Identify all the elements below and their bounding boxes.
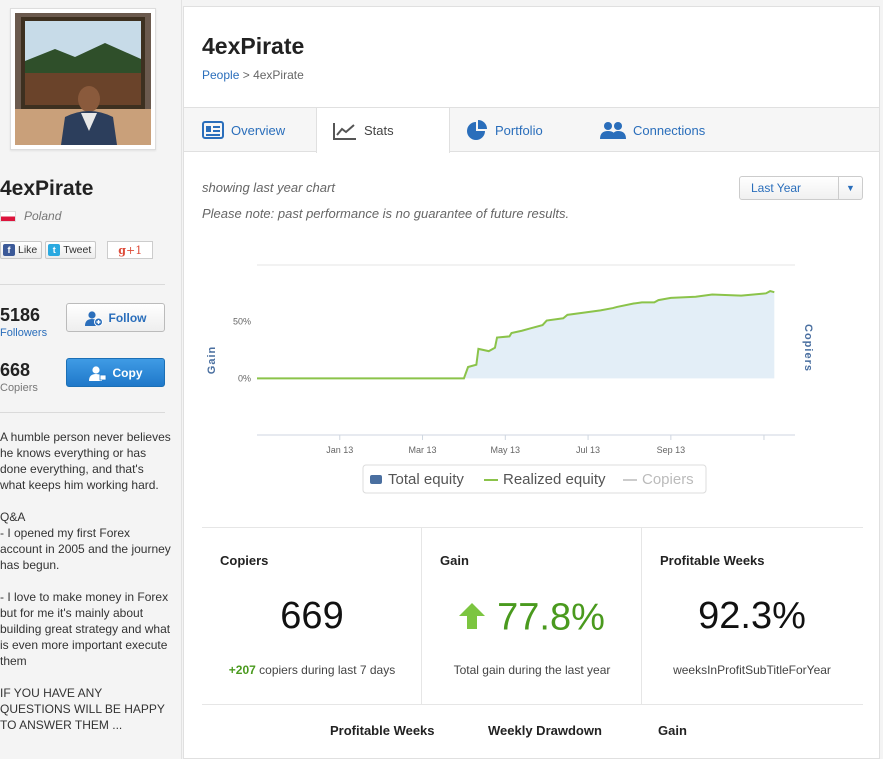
legend-realized-equity[interactable]: Realized equity: [503, 471, 606, 488]
tab-connections-label: Connections: [633, 122, 706, 138]
profitable-weeks-value: 92.3%: [698, 595, 806, 637]
google-plus-icon: g: [118, 243, 126, 257]
bio-paragraph: - I love to make money in Forex but for …: [0, 590, 171, 668]
divider: [421, 528, 422, 704]
copiers-summary-subtitle: +207 copiers during last 7 days: [202, 663, 422, 677]
copiers-summary-value: 669: [280, 595, 344, 637]
period-select[interactable]: Last Year ▼: [739, 176, 863, 200]
tab-portfolio-label: Portfolio: [495, 122, 543, 138]
bio-paragraph: Q&A - I opened my first Forex account in…: [0, 510, 171, 572]
legend-total-equity-swatch: [370, 475, 382, 484]
breadcrumb: People > 4exPirate: [202, 68, 304, 82]
profile-country: Poland: [0, 209, 61, 223]
tab-stats[interactable]: Stats: [316, 107, 450, 153]
copiers-count: 668: [0, 360, 31, 380]
profile-username: 4exPirate: [0, 177, 94, 200]
facebook-icon: f: [3, 244, 15, 256]
copiers-summary-heading: Copiers: [220, 553, 269, 568]
copiers-increase-text: copiers during last 7 days: [255, 663, 396, 677]
twitter-icon: t: [48, 244, 61, 256]
social-buttons: f Like t Tweet g +1: [0, 241, 154, 259]
tab-overview[interactable]: Overview: [202, 108, 285, 152]
x-tick-label: Sep 13: [657, 445, 686, 455]
pie-chart-icon: [466, 120, 488, 140]
users-icon: [600, 121, 626, 139]
copiers-summary: Copiers 669 +207 copiers during last 7 d…: [202, 528, 422, 704]
x-tick-label: Mar 13: [409, 445, 437, 455]
profitable-weeks-summary: Profitable Weeks 92.3% weeksInProfitSubT…: [642, 528, 862, 704]
realized-equity-area: [257, 291, 775, 379]
profile-bio: A humble person never believes he knows …: [0, 429, 172, 749]
tab-connections[interactable]: Connections: [600, 108, 705, 152]
copiers-increase: +207: [228, 663, 256, 677]
divider: [0, 284, 165, 285]
tab-overview-label: Overview: [231, 122, 286, 138]
x-tick-label: Jan 13: [326, 445, 353, 455]
chart-line-icon: [333, 122, 357, 140]
profile-sidebar: 4exPirate Poland f Like t Tweet g +1 518…: [0, 0, 182, 759]
chevron-down-icon[interactable]: ▼: [838, 177, 862, 199]
realized-equity-line: [257, 289, 775, 380]
followers-count: 5186: [0, 305, 41, 325]
facebook-like-label: Like: [18, 244, 38, 256]
y-tick-label: 0%: [238, 373, 251, 383]
chart-y-axis-label: Gain: [206, 346, 218, 374]
follow-button[interactable]: Follow: [66, 303, 165, 332]
chart-legend: Total equity Realized equity Copiers: [362, 464, 707, 494]
divider: [0, 412, 165, 413]
gain-summary-heading: Gain: [440, 553, 469, 568]
google-plus-label: +1: [125, 243, 143, 257]
gain-section-heading: Gain: [658, 723, 687, 738]
profitable-weeks-heading: Profitable Weeks: [660, 553, 765, 568]
divider: [202, 704, 863, 705]
legend-copiers[interactable]: Copiers: [642, 471, 694, 488]
gain-summary-value-wrap: 77.8%: [422, 595, 642, 639]
main-panel: 4exPirate People > 4exPirate Overview St…: [183, 6, 880, 759]
copy-label: Copy: [112, 365, 143, 380]
copy-button[interactable]: Copy: [66, 358, 165, 387]
y-tick-label: 50%: [233, 317, 251, 327]
copiers-label: Copiers: [0, 382, 38, 394]
tweet-button[interactable]: t Tweet: [45, 241, 97, 259]
copy-user-icon: [88, 365, 107, 381]
add-user-icon: [84, 310, 103, 326]
divider: [202, 527, 863, 528]
chart-period-description: showing last year chart: [202, 180, 335, 195]
breadcrumb-separator: >: [239, 68, 254, 82]
tweet-label: Tweet: [63, 244, 92, 256]
avatar[interactable]: [10, 8, 156, 150]
bio-paragraph: A humble person never believes he knows …: [0, 430, 171, 492]
arrow-up-icon: [459, 596, 486, 639]
x-tick-label: Jul 13: [576, 445, 600, 455]
legend-total-equity[interactable]: Total equity: [388, 471, 464, 488]
profitable-weeks-section-heading: Profitable Weeks: [330, 723, 435, 738]
country-name: Poland: [24, 209, 62, 223]
avatar-photo: [15, 13, 151, 145]
profitable-weeks-subtitle: weeksInProfitSubTitleForYear: [673, 663, 831, 677]
google-plus-button[interactable]: g +1: [107, 241, 154, 259]
x-tick-label: May 13: [491, 445, 521, 455]
chart-secondary-axis-label: Copiers: [802, 324, 814, 372]
followers-label[interactable]: Followers: [0, 327, 48, 339]
breadcrumb-people-link[interactable]: People: [202, 68, 240, 82]
period-select-value: Last Year: [751, 181, 802, 195]
facebook-like-button[interactable]: f Like: [0, 241, 43, 259]
gain-summary-value: 77.8%: [497, 596, 605, 639]
tab-stats-label: Stats: [364, 123, 394, 138]
page-title: 4exPirate: [202, 33, 305, 59]
profile-tabs: Overview Stats Portfolio Connections: [184, 107, 879, 153]
breadcrumb-current: 4exPirate: [253, 68, 304, 82]
divider: [641, 528, 642, 704]
gain-summary: Gain 77.8% Total gain during the last ye…: [422, 528, 642, 704]
bio-paragraph: IF YOU HAVE ANY QUESTIONS WILL BE HAPPY …: [0, 686, 165, 732]
overview-icon: [202, 121, 224, 139]
poland-flag-icon: [0, 210, 16, 222]
follow-label: Follow: [108, 310, 147, 325]
performance-disclaimer: Please note: past performance is no guar…: [202, 206, 570, 221]
tab-portfolio[interactable]: Portfolio: [466, 108, 543, 152]
weekly-drawdown-section-heading: Weekly Drawdown: [488, 723, 602, 738]
gain-summary-subtitle: Total gain during the last year: [453, 663, 611, 677]
equity-chart: 0% 50% Jan 13 Mar 13 May 13 Jul 13 Sep 13 Gain…: [206, 264, 814, 494]
